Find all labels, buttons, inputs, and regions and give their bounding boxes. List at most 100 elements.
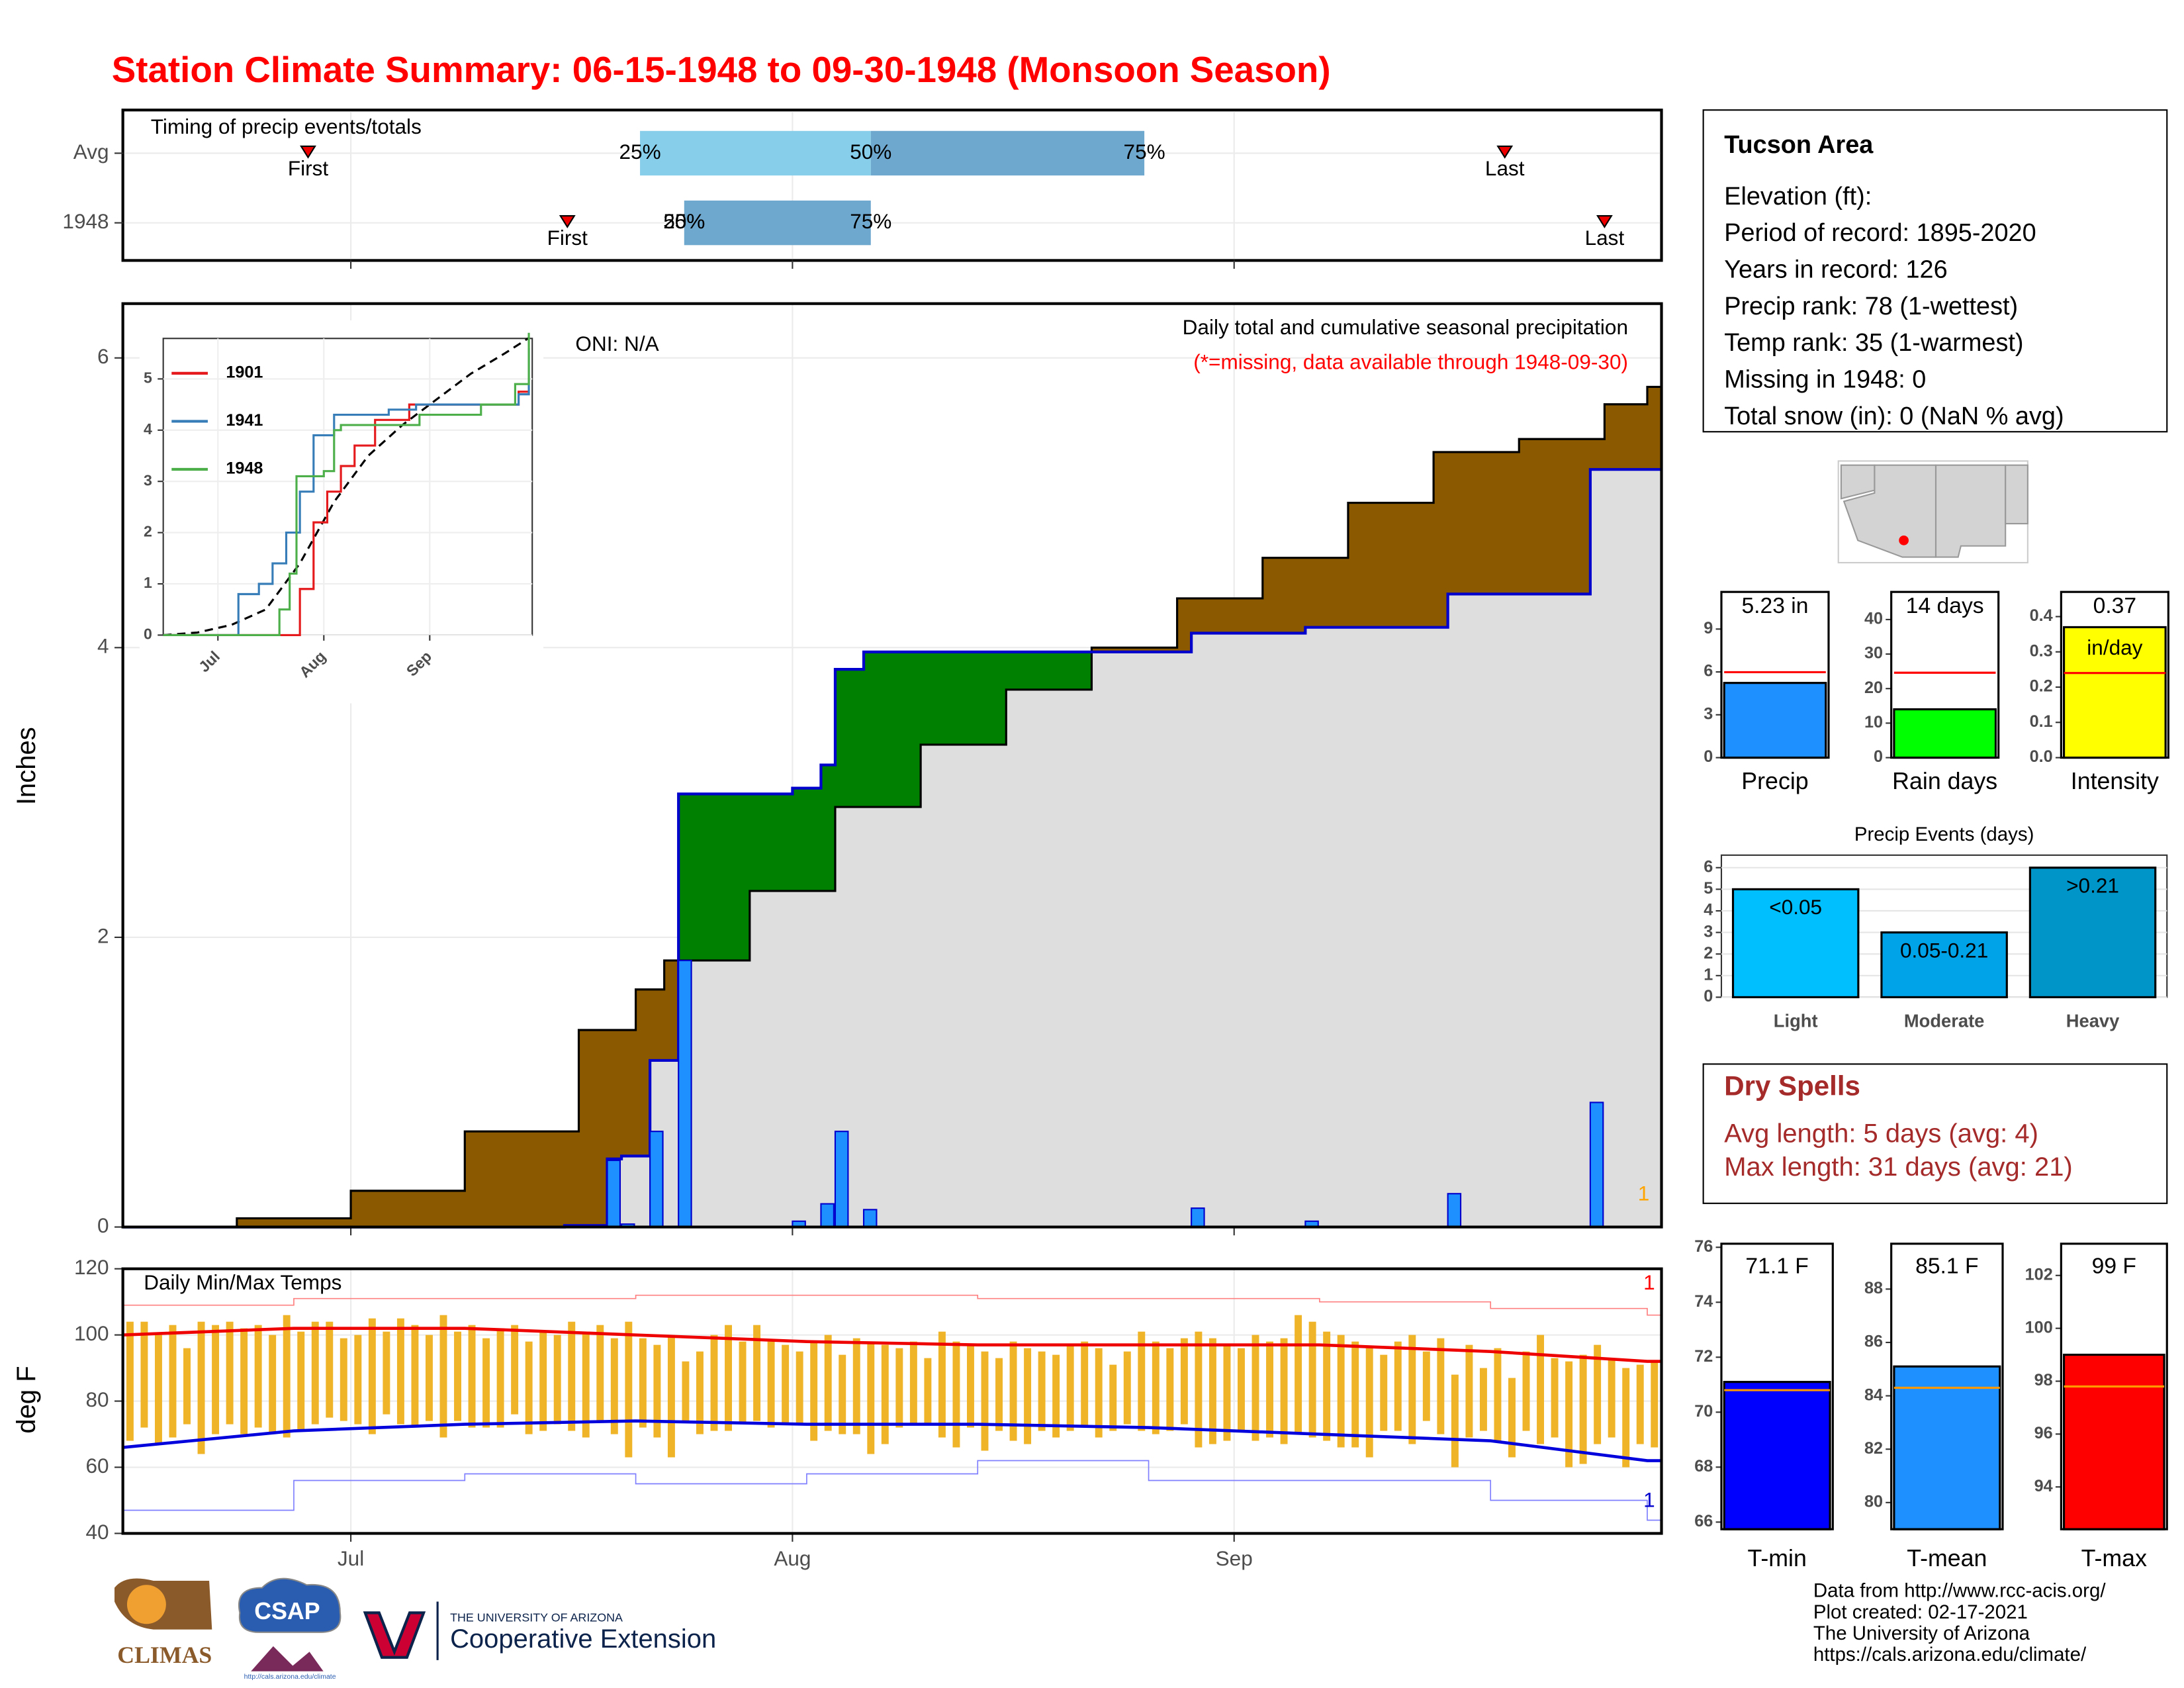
temp-bar [1608, 1358, 1615, 1438]
temp-bar [725, 1325, 732, 1431]
event-label: Last [1485, 156, 1525, 180]
footer-line: https://cals.arizona.edu/climate/ [1813, 1644, 2087, 1665]
observed-line [122, 468, 1662, 1229]
temps-frame [121, 1267, 1663, 1535]
info-line: Period of record: 1895-2020 [1724, 219, 2036, 247]
temp-bar [354, 1335, 362, 1425]
temp-bar [610, 1338, 618, 1434]
y-tick-label: 0 [1704, 747, 1713, 766]
y-tick-label: 0.2 [2030, 677, 2053, 696]
temp-bar [425, 1335, 433, 1421]
temp-bar [1408, 1335, 1416, 1444]
info-box [1702, 109, 2168, 433]
temp-bar [383, 1331, 390, 1415]
temp-bar [140, 1321, 148, 1428]
y-tick-label: 74 [1694, 1292, 1713, 1311]
temp-bar [1651, 1361, 1659, 1448]
temp-bar [1208, 1338, 1216, 1444]
info-line: Years in record: 126 [1724, 256, 1947, 283]
category-label: Precip [1741, 768, 1808, 794]
temp-bar [810, 1341, 818, 1441]
temp-bar [1636, 1364, 1644, 1444]
temp-bar [852, 1338, 860, 1434]
event-label: Last [1585, 226, 1625, 250]
temp-bar [1066, 1344, 1074, 1431]
temp-bar [1323, 1331, 1331, 1441]
y-tick-label: 6 [97, 344, 109, 368]
daily-bar [678, 959, 692, 1228]
summary-bar [2062, 626, 2167, 759]
temp-bar [1038, 1351, 1046, 1431]
temp-bar [311, 1321, 319, 1425]
temp-bar [197, 1321, 205, 1454]
temp-bar [283, 1315, 291, 1438]
daily-bar [649, 1131, 664, 1228]
temp-bar [1109, 1364, 1117, 1431]
temp-bar [454, 1331, 461, 1421]
logo-csap-url: http://cals.arizona.edu/climate [244, 1673, 336, 1681]
temp-bar [839, 1354, 846, 1434]
summary-bar [1723, 682, 1827, 759]
temp-bar [1295, 1315, 1302, 1434]
temp-bar [596, 1325, 604, 1421]
dry-line: Avg length: 5 days (avg: 4) [1724, 1119, 2038, 1148]
event-marker [1496, 145, 1514, 159]
precip-title: Daily total and cumulative seasonal prec… [1183, 315, 1628, 339]
y-tick-label: 86 [1864, 1333, 1883, 1351]
temp-bar [981, 1351, 989, 1451]
percent-label: 50% [850, 140, 891, 164]
temp-bar [482, 1338, 490, 1428]
y-tick-label: 100 [74, 1321, 109, 1345]
y-tick-label: 66 [1694, 1512, 1713, 1530]
info-line: Temp rank: 35 (1-warmest) [1724, 329, 2023, 357]
temp-bar [1394, 1341, 1402, 1431]
inset-y-label: 1 [144, 574, 152, 591]
temp-bar [1308, 1321, 1316, 1438]
y-tick-label: 0.3 [2030, 641, 2053, 660]
record-high-label: 1 [1643, 1270, 1655, 1294]
timing-box-high [870, 130, 1145, 176]
temp-bar [924, 1358, 932, 1425]
temp-bar [1009, 1341, 1017, 1441]
y-tick-label: 84 [1864, 1385, 1883, 1404]
y-tick-label: 6 [1704, 662, 1713, 680]
y-tick-label: 0 [97, 1213, 109, 1237]
y-tick-label: 20 [1864, 679, 1883, 697]
temp-bar [169, 1325, 177, 1438]
temp-bar [1351, 1341, 1359, 1448]
temp-bar [1266, 1341, 1274, 1438]
y-tick-label: 0 [1704, 987, 1713, 1006]
panel-frame [1720, 1243, 1834, 1530]
y-tick-label: 9 [1704, 619, 1713, 637]
x-tick-label: Jul [338, 1546, 364, 1570]
x-tick-label: Sep [1216, 1546, 1253, 1570]
info-line: Elevation (ft): [1724, 183, 1872, 211]
temp-bar [952, 1341, 960, 1448]
summary-bar [1893, 1365, 2001, 1530]
temp-bar [1622, 1368, 1630, 1468]
y-tick-label: 102 [2025, 1265, 2053, 1284]
temp-bar [1081, 1341, 1089, 1428]
y-tick-label: 3 [1704, 922, 1713, 941]
corner-label: 1 [1638, 1182, 1650, 1205]
temp-bar [212, 1325, 220, 1434]
precip-subtitle: (*=missing, data available through 1948-… [1193, 350, 1628, 373]
temp-bar [1166, 1348, 1174, 1431]
temp-bar [1380, 1354, 1388, 1431]
event-label: First [547, 226, 588, 250]
temp-bar [1422, 1351, 1430, 1421]
temp-bar [582, 1331, 590, 1438]
y-tick-label: 76 [1694, 1237, 1713, 1256]
temp-bar [1565, 1361, 1573, 1468]
inset-y-label: 0 [144, 626, 152, 643]
legend-label: 1941 [226, 411, 263, 430]
timing-box-low [640, 130, 871, 176]
x-tick-label: Light [1774, 1011, 1818, 1031]
y-tick-label: 98 [2034, 1371, 2053, 1389]
temp-bar [496, 1328, 504, 1428]
temp-bar [1138, 1331, 1146, 1431]
temp-bar [1551, 1358, 1559, 1438]
temp-bar [1494, 1348, 1502, 1441]
value-label: 99 F [2092, 1254, 2136, 1278]
